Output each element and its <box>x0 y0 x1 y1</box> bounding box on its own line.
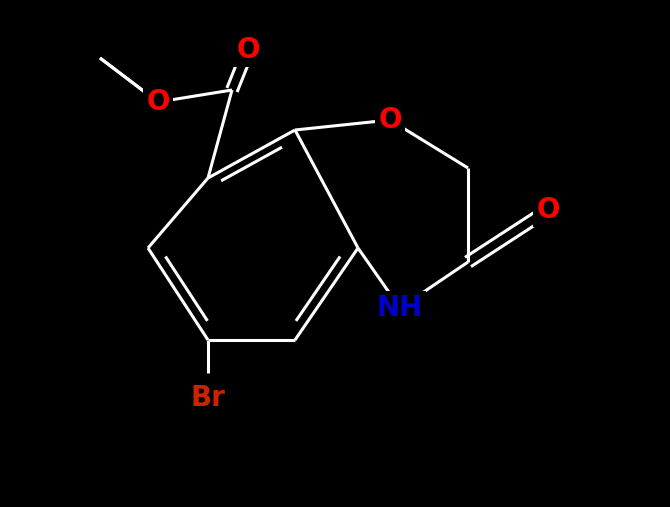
Text: O: O <box>237 36 260 64</box>
Text: Br: Br <box>190 384 225 412</box>
Text: O: O <box>146 88 170 116</box>
Text: O: O <box>379 106 402 134</box>
Text: NH: NH <box>377 294 423 322</box>
Text: O: O <box>536 196 559 224</box>
